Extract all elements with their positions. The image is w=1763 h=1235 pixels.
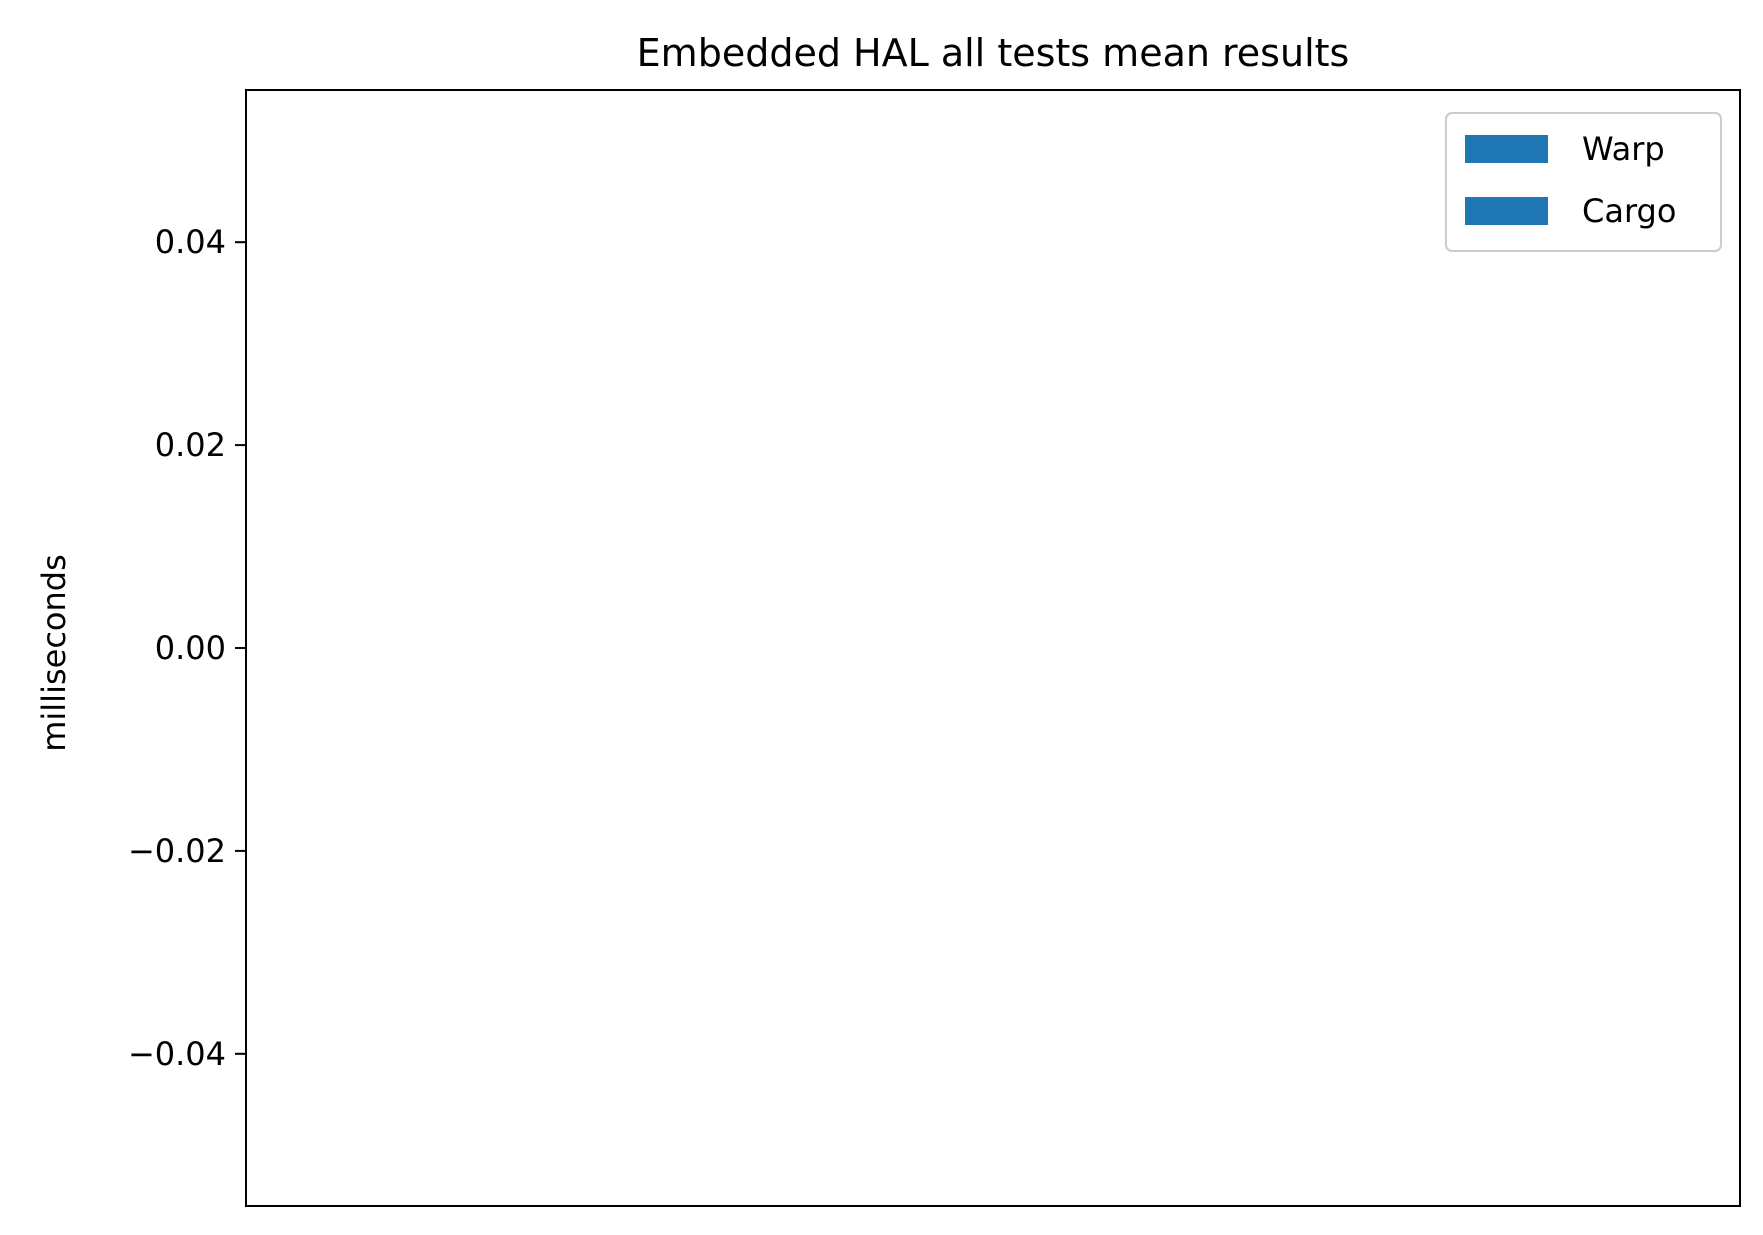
y-tick-label: 0.04 — [155, 223, 226, 261]
legend: Warp Cargo — [1445, 112, 1722, 252]
legend-label-warp: Warp — [1582, 130, 1665, 168]
y-tick-label: −0.02 — [128, 832, 226, 870]
legend-swatch-warp — [1465, 135, 1548, 163]
y-axis-label: milliseconds — [35, 554, 73, 752]
y-tick-label: −0.04 — [128, 1035, 226, 1073]
y-tick-label: 0.02 — [155, 426, 226, 464]
y-tick-label: 0.00 — [155, 629, 226, 667]
plot-area-frame — [245, 89, 1741, 1207]
legend-swatch-cargo — [1465, 197, 1548, 225]
chart-title: Embedded HAL all tests mean results — [637, 31, 1350, 75]
legend-label-cargo: Cargo — [1582, 192, 1676, 230]
y-axis-ticks: 0.04 0.02 0.00 −0.02 −0.04 — [128, 223, 246, 1073]
